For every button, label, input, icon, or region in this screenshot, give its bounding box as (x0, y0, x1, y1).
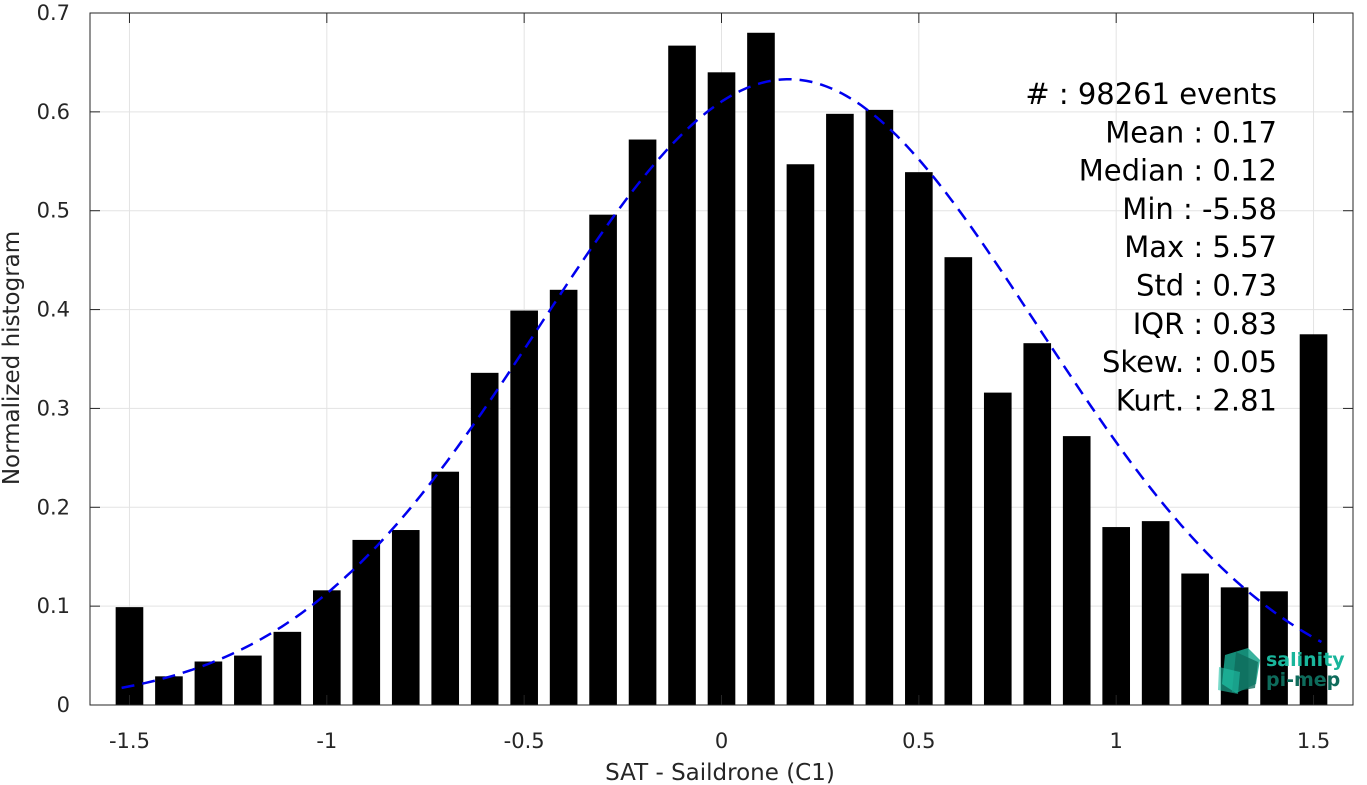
histogram-bar (431, 471, 460, 705)
histogram-bar (549, 289, 578, 705)
stat-line: IQR : 0.83 (1133, 307, 1277, 341)
x-tick-label: -1.5 (109, 729, 150, 753)
y-tick-label: 0.5 (37, 199, 70, 223)
histogram-bar (155, 676, 183, 705)
histogram-bar (865, 109, 894, 705)
x-tick-label: 1 (1110, 729, 1123, 753)
histogram-bar (470, 372, 499, 705)
histogram-bar (944, 257, 973, 705)
stat-line: Median : 0.12 (1079, 154, 1277, 188)
logo-line2: pi-mep (1266, 669, 1340, 691)
histogram-bar (391, 530, 420, 705)
histogram-bar (352, 539, 381, 705)
histogram-bar (115, 607, 144, 705)
histogram-bar (1299, 334, 1328, 705)
y-tick-label: 0.6 (37, 100, 70, 124)
y-tick-label: 0.7 (37, 1, 70, 25)
stat-line: Skew. : 0.05 (1102, 345, 1277, 379)
logo-mark (1218, 648, 1260, 694)
histogram-bar (983, 392, 1012, 705)
logo-line1: salinity (1266, 649, 1345, 671)
x-axis-label: SAT - Saildrone (C1) (605, 760, 835, 785)
histogram-bar (668, 45, 696, 705)
y-axis-label: Normalized histogram (0, 231, 25, 485)
stat-line: Mean : 0.17 (1105, 115, 1277, 149)
histogram-bar (1260, 591, 1288, 705)
stat-line: Kurt. : 2.81 (1116, 383, 1277, 417)
histogram-bar (1023, 343, 1052, 705)
x-tick-label: 0.5 (902, 729, 935, 753)
histogram-bar (273, 631, 302, 705)
x-tick-labels: -1.5 -1 -0.5 0 0.5 1 1.5 (109, 729, 1330, 753)
y-tick-label: 0.4 (37, 298, 70, 322)
x-tick-label: 1.5 (1297, 729, 1330, 753)
histogram-bar (1181, 573, 1209, 705)
y-tick-labels: 0 0.1 0.2 0.3 0.4 0.5 0.6 0.7 (37, 1, 70, 717)
histogram-bar (747, 32, 775, 706)
bar-series (115, 32, 1328, 706)
statistics-annotations: # : 98261 events Mean : 0.17 Median : 0.12… (1025, 77, 1277, 417)
stat-line: # : 98261 events (1025, 77, 1277, 111)
y-tick-label: 0.2 (37, 495, 70, 519)
histogram-bar (1141, 521, 1170, 705)
stat-line: Min : -5.58 (1122, 192, 1277, 226)
x-tick-label: -1 (316, 729, 337, 753)
histogram-bar (707, 72, 736, 706)
salinity-pi-mep-logo: salinity pi-mep (1218, 648, 1345, 694)
histogram-bar (628, 139, 657, 706)
histogram-bar (1062, 436, 1091, 705)
histogram-bar (786, 164, 815, 705)
axes-frame (89, 12, 1354, 706)
histogram-bar (312, 590, 341, 705)
histogram-bar (589, 214, 617, 705)
y-tick-label: 0.1 (37, 594, 70, 618)
y-tick-label: 0 (57, 693, 70, 717)
stat-line: Max : 5.57 (1124, 230, 1277, 264)
histogram-bar (1102, 527, 1131, 705)
y-tick-label: 0.3 (37, 396, 70, 420)
x-tick-label: 0 (715, 729, 728, 753)
histogram-bar (905, 172, 933, 705)
histogram-bar (194, 661, 223, 705)
histogram-bar (234, 655, 262, 705)
stat-line: Std : 0.73 (1136, 269, 1277, 303)
histogram-bar (510, 310, 538, 705)
x-tick-label: -0.5 (504, 729, 545, 753)
fit-curve-layer (121, 78, 1323, 690)
gaussian-fit-curve (121, 78, 1323, 690)
histogram-bar (826, 113, 854, 705)
